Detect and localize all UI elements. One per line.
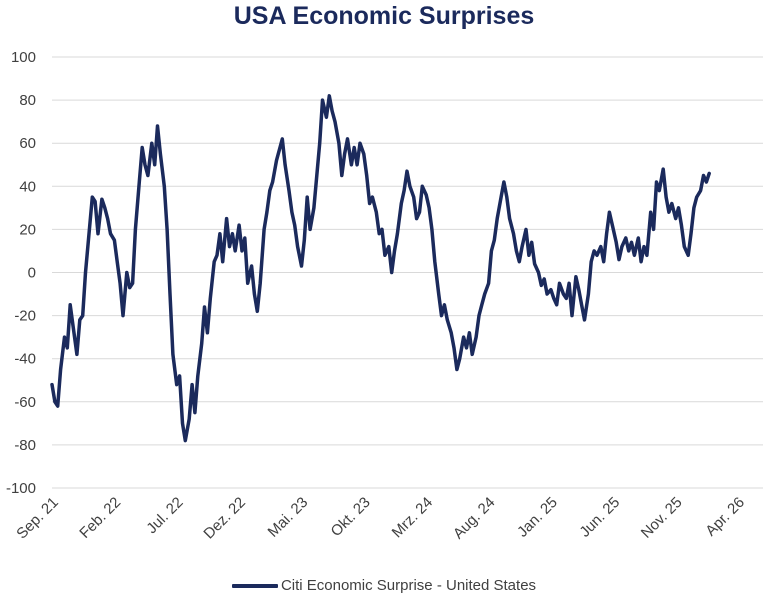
x-tick-label: Jun. 25 bbox=[576, 494, 623, 541]
x-tick-label: Sep. 21 bbox=[13, 494, 62, 543]
x-tick-label: Jul. 22 bbox=[143, 494, 186, 537]
y-tick-label: 80 bbox=[19, 92, 36, 109]
x-axis-tick-labels: Sep. 21 Feb. 22 Jul. 22 Dez. 22 Mai. 23 Okt. … bbox=[13, 494, 748, 543]
y-tick-label: 0 bbox=[28, 265, 36, 282]
legend-label: Citi Economic Surprise - United States bbox=[280, 577, 537, 594]
y-tick-label: -100 bbox=[6, 480, 36, 497]
x-tick-label: Mai. 23 bbox=[265, 494, 312, 541]
chart-title: USA Economic Surprises bbox=[233, 2, 535, 30]
x-tick-label: Mrz. 24 bbox=[389, 494, 436, 541]
x-tick-label: Jan. 25 bbox=[514, 494, 561, 541]
legend-swatch bbox=[231, 583, 278, 588]
y-tick-label: -60 bbox=[14, 394, 36, 411]
x-tick-label: Apr. 26 bbox=[702, 494, 748, 540]
gridlines bbox=[52, 56, 763, 489]
chart-legend: Citi Economic Surprise - United States bbox=[0, 577, 768, 594]
series-line bbox=[50, 94, 711, 443]
series-layer bbox=[50, 94, 711, 443]
y-tick-label: -40 bbox=[14, 351, 36, 368]
y-tick-label: 20 bbox=[19, 221, 36, 238]
y-tick-label: -80 bbox=[14, 437, 36, 454]
y-axis-tick-labels: 100 80 60 40 20 0 -20 -40 -60 -80 -100 bbox=[6, 49, 36, 497]
y-tick-label: 100 bbox=[11, 49, 36, 66]
y-tick-label: 40 bbox=[19, 178, 36, 195]
x-tick-label: Okt. 23 bbox=[328, 494, 374, 540]
x-tick-label: Nov. 25 bbox=[638, 494, 686, 542]
x-tick-label: Aug. 24 bbox=[450, 494, 499, 543]
y-tick-label: 60 bbox=[19, 135, 36, 152]
y-tick-label: -20 bbox=[14, 308, 36, 325]
x-tick-label: Dez. 22 bbox=[200, 494, 249, 543]
x-tick-label: Feb. 22 bbox=[76, 494, 124, 542]
